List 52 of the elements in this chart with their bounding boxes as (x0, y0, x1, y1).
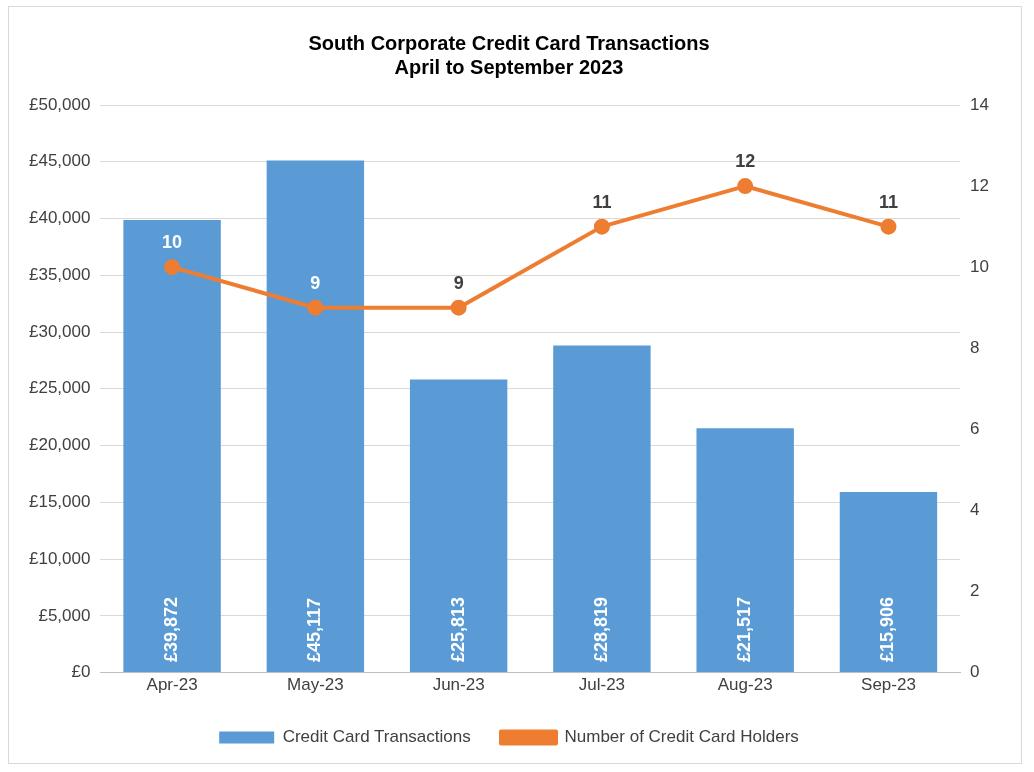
bar (123, 219, 221, 673)
y2-tick-label: 8 (970, 337, 980, 357)
x-tick-label: Sep-23 (861, 675, 916, 695)
point (307, 299, 324, 316)
x-tick-label: Aug-23 (717, 675, 773, 695)
x-tick-label: Apr-23 (146, 675, 198, 695)
y2-tick-label: 12 (970, 175, 990, 195)
point (880, 218, 897, 235)
legend-label: Number of Credit Card Holders (564, 727, 799, 747)
y-tick-label: £0 (71, 662, 91, 682)
y-tick-label: £20,000 (29, 435, 91, 455)
point (450, 299, 467, 316)
data-label: 11 (592, 191, 612, 212)
data-label: £21,517 (734, 597, 755, 663)
bar (266, 160, 365, 673)
bar (696, 428, 794, 673)
data-label: 9 (310, 272, 321, 293)
data-label: £39,872 (161, 597, 182, 663)
bar (839, 492, 938, 673)
data-label: 10 (162, 232, 183, 253)
y-tick-label: £10,000 (29, 548, 91, 568)
y-tick-label: £30,000 (29, 321, 91, 341)
bar (409, 379, 508, 673)
point (164, 259, 181, 276)
data-label: £45,117 (304, 598, 325, 663)
x-tick-label: Jun-23 (432, 675, 485, 695)
y-tick-label: £5,000 (38, 605, 91, 625)
y-tick-label: £15,000 (29, 492, 91, 512)
data-label: 12 (735, 151, 756, 172)
x-tick-label: Jul-23 (578, 675, 626, 695)
data-label: £28,819 (590, 597, 611, 663)
bar (553, 345, 651, 673)
point (737, 178, 754, 195)
y-tick-label: £50,000 (29, 94, 91, 114)
x-tick-label: May-23 (287, 675, 344, 695)
data-label: £15,906 (877, 597, 898, 663)
y-tick-label: £45,000 (29, 151, 91, 171)
y2-tick-label: 0 (970, 662, 980, 682)
legend-label: Credit Card Transactions (282, 727, 471, 747)
y-tick-label: £40,000 (29, 208, 91, 228)
data-label: 11 (878, 191, 898, 212)
y2-tick-label: 14 (970, 94, 990, 114)
y2-tick-label: 4 (970, 500, 980, 520)
y2-tick-label: 10 (970, 256, 990, 276)
y-tick-label: £25,000 (29, 378, 91, 398)
data-label: £25,813 (447, 597, 468, 663)
y2-tick-label: 6 (970, 419, 980, 439)
y-tick-label: £35,000 (29, 264, 91, 284)
data-label: 9 (453, 272, 464, 293)
y2-tick-label: 2 (970, 581, 980, 601)
chart-title: South Corporate Credit Card Transactions April to September 2023 (308, 31, 710, 78)
point (593, 218, 610, 235)
